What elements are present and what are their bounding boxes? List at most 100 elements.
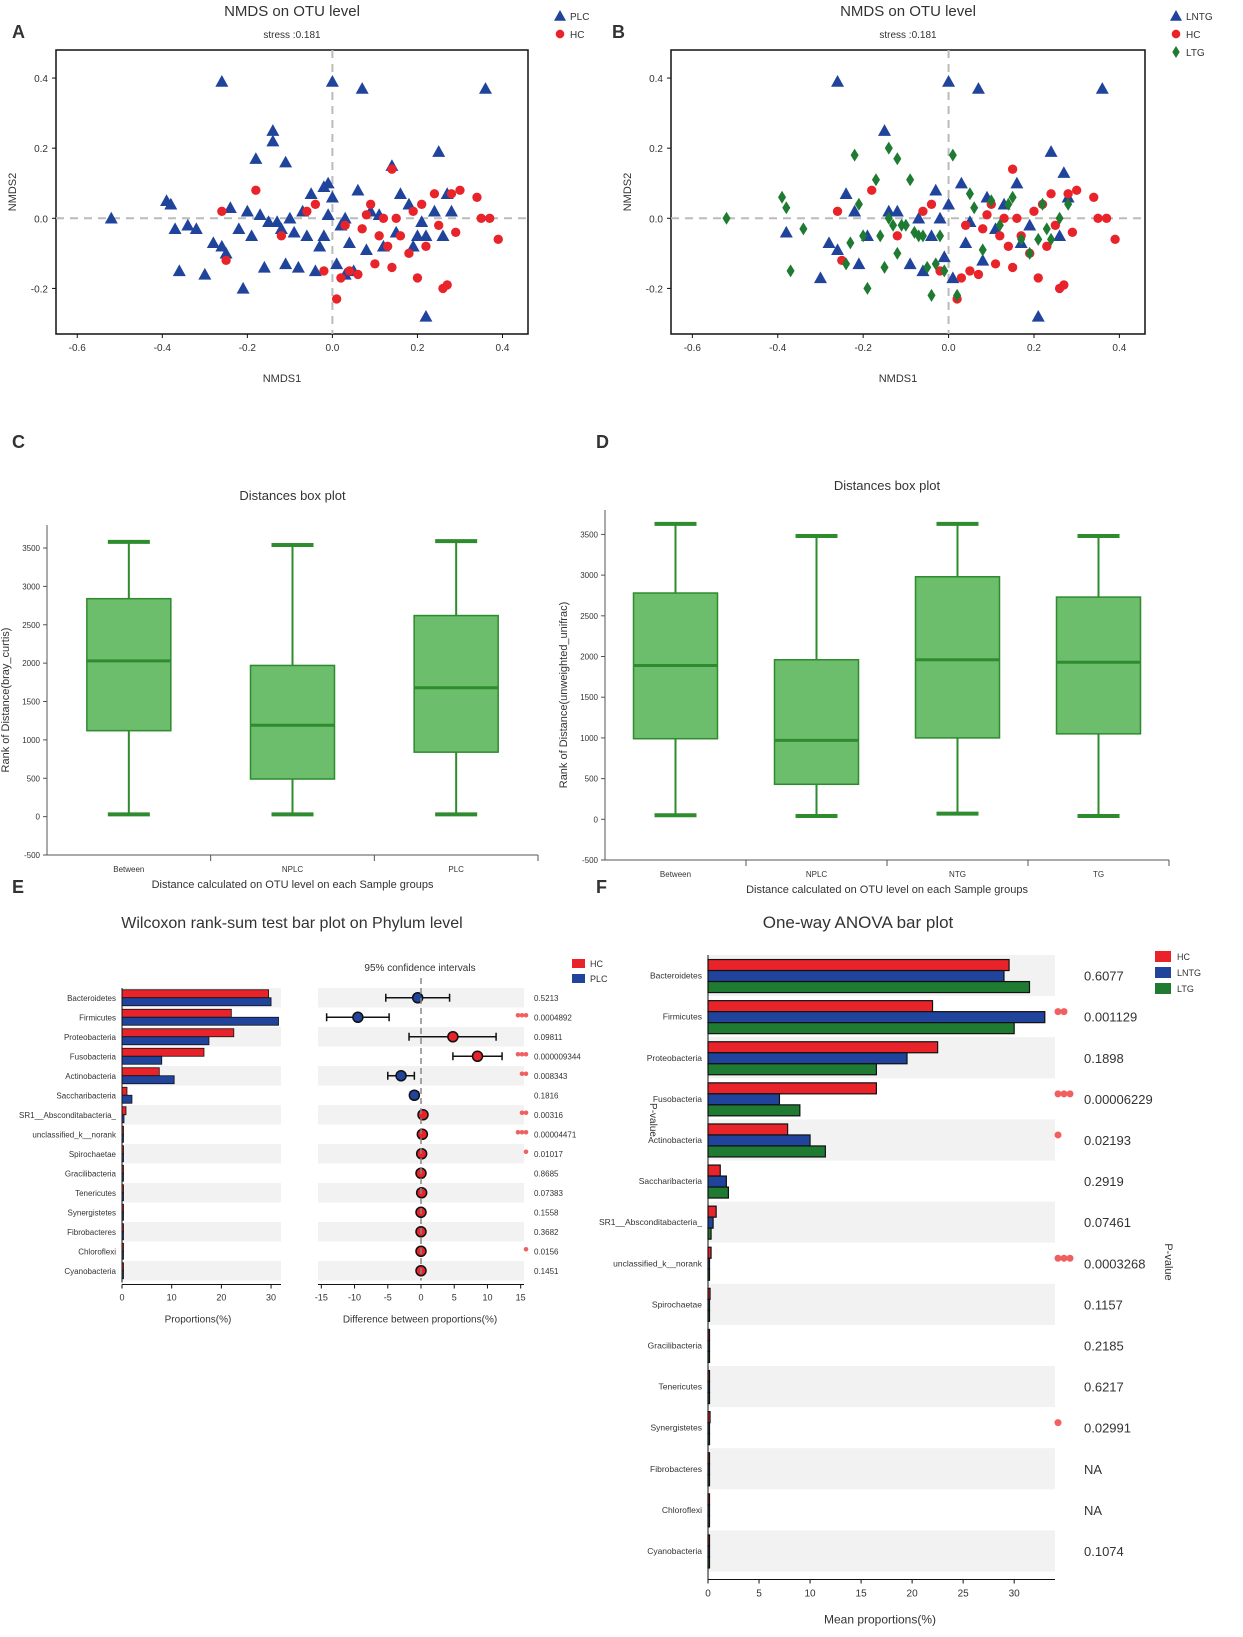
point-ltg <box>1055 211 1064 225</box>
p-label-left: P-value <box>647 1103 658 1137</box>
p-value: 0.09811 <box>534 1033 563 1042</box>
point-lntg <box>848 204 862 217</box>
x-tick-label: 5 <box>756 1589 762 1600</box>
point-lntg <box>903 257 917 270</box>
legend-swatch-lntg <box>1155 967 1171 978</box>
point-hc <box>217 206 227 216</box>
point-ltg <box>893 246 902 260</box>
bar-plc <box>121 1075 175 1085</box>
y-tick-label: 3000 <box>580 571 598 580</box>
x-tick-label: 25 <box>958 1589 970 1600</box>
significance-dot <box>519 1012 525 1018</box>
point-lntg <box>831 243 845 256</box>
row-stripe <box>708 1530 1055 1572</box>
x-tick-label: 0.0 <box>325 343 339 354</box>
ci-point <box>411 992 424 1004</box>
y-axis-label: Rank of Distance(unweighted_unifrac) <box>558 602 570 789</box>
point-ltg <box>876 229 885 243</box>
point-lntg <box>839 187 853 199</box>
bar-lntg <box>707 1134 811 1147</box>
x-tick-label: 0 <box>705 1589 711 1600</box>
phylum-label: Firmicutes <box>79 1013 116 1022</box>
point-hc <box>990 259 1001 269</box>
chart-title: Wilcoxon rank-sum test bar plot on Phylu… <box>121 915 462 932</box>
point-ltg <box>859 229 868 243</box>
point-plc <box>291 260 305 273</box>
point-ltg <box>884 211 893 225</box>
phylum-label: Actinobacteria <box>648 1135 702 1145</box>
ci-point <box>471 1050 484 1062</box>
y-tick-label: 3000 <box>22 582 40 591</box>
phylum-label: Proteobacteria <box>647 1053 703 1063</box>
point-plc <box>172 264 186 277</box>
bar-lntg <box>707 1216 714 1229</box>
bar-hc <box>121 1028 235 1038</box>
category-label: Between <box>113 865 144 874</box>
ci-x-tick-label: -15 <box>315 1293 328 1303</box>
significance-dot <box>515 1012 521 1018</box>
p-value: 0.0156 <box>534 1247 559 1256</box>
category-label: Between <box>660 870 691 879</box>
legend-label-hc: HC <box>570 30 584 41</box>
point-hc <box>1029 206 1039 216</box>
point-lntg <box>916 264 930 277</box>
point-hc <box>1012 213 1022 223</box>
point-plc <box>287 225 301 238</box>
phylum-label: Fibrobacteres <box>67 1228 116 1237</box>
point-plc <box>478 82 492 94</box>
legend-label-plc: PLC <box>590 974 608 984</box>
point-plc <box>342 236 356 249</box>
point-hc <box>412 273 423 283</box>
point-hc <box>965 266 975 276</box>
chart-title: NMDS on OTU level <box>840 3 976 20</box>
point-ltg <box>940 264 949 278</box>
phylum-label: Tenericutes <box>75 1189 116 1198</box>
y-tick-label: 2000 <box>22 659 40 668</box>
point-lntg <box>959 236 973 249</box>
point-plc <box>223 201 237 213</box>
point-hc <box>1089 192 1099 202</box>
phylum-label: Gracilibacteria <box>648 1340 703 1350</box>
point-plc <box>236 281 250 294</box>
point-lntg <box>1010 176 1024 189</box>
x-tick-label: 0.2 <box>410 343 424 354</box>
phylum-label: Bacteroidetes <box>67 994 116 1003</box>
significance-dot <box>519 1051 525 1057</box>
phylum-label: Saccharibacteria <box>56 1091 116 1100</box>
box-iqr <box>773 659 860 786</box>
point-hc <box>221 255 231 266</box>
phylum-label: Proteobacteria <box>64 1033 117 1042</box>
point-hc <box>832 206 843 216</box>
p-value: 0.01017 <box>534 1150 563 1159</box>
point-hc <box>408 206 418 216</box>
p-value: 0.2185 <box>1084 1338 1124 1353</box>
point-plc <box>321 208 335 220</box>
point-hc <box>451 227 461 238</box>
phylum-label: SR1__Absconditabacteria_ <box>599 1217 702 1227</box>
point-plc <box>427 204 441 217</box>
point-ltg <box>850 148 859 162</box>
significance-dot <box>1054 1419 1062 1427</box>
point-plc <box>419 229 433 242</box>
point-plc <box>300 229 314 242</box>
stress-label: stress :0.181 <box>879 30 937 41</box>
point-plc <box>313 239 327 252</box>
point-plc <box>432 145 446 157</box>
ci-x-tick-label: -10 <box>348 1293 361 1303</box>
x-tick-label: 30 <box>1009 1589 1021 1600</box>
point-plc <box>262 215 276 228</box>
point-ltg <box>918 229 927 243</box>
y-tick-label: 0.0 <box>34 214 48 225</box>
p-value: 0.1816 <box>534 1091 559 1100</box>
point-hc <box>973 269 984 280</box>
p-value: 0.008343 <box>534 1072 568 1081</box>
point-hc <box>1063 189 1073 199</box>
y-tick-label: 2500 <box>580 612 598 621</box>
bar-hc <box>121 1067 160 1077</box>
p-value: 0.02991 <box>1084 1421 1131 1436</box>
phylum-label: Spirochaetae <box>69 1150 117 1159</box>
point-lntg <box>890 204 904 217</box>
panel-f: F One-way ANOVA bar plot HC LNTG LTG P-value P… <box>596 877 1201 1627</box>
bar-hc <box>707 1205 717 1218</box>
point-ltg <box>893 152 902 166</box>
